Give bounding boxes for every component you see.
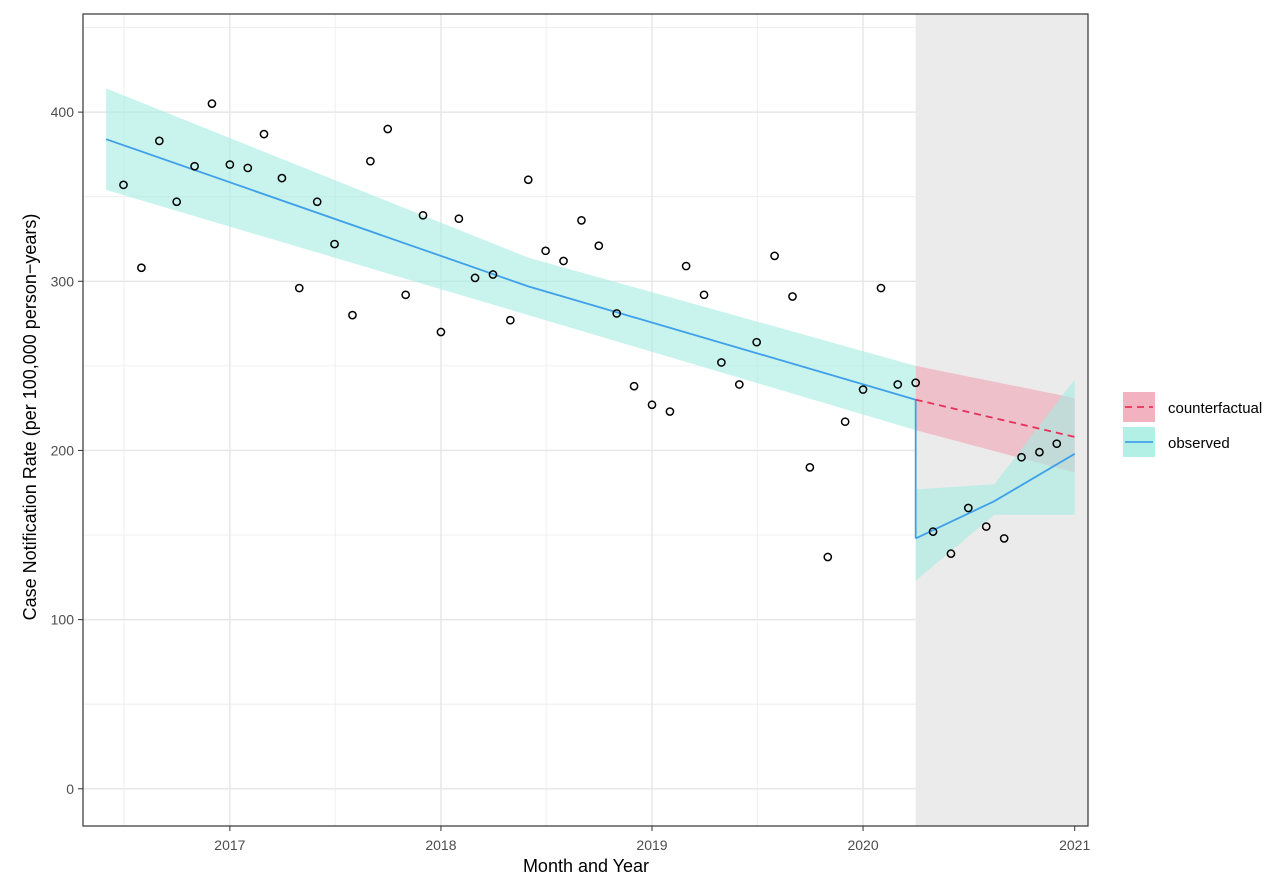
x-tick-label: 2018 <box>425 837 456 853</box>
data-point <box>963 503 973 513</box>
data-point <box>330 239 339 249</box>
data-point <box>699 290 709 300</box>
data-point <box>594 241 604 251</box>
data-point <box>629 381 639 391</box>
legend-label-counterfactual: counterfactual <box>1168 400 1262 417</box>
data-point <box>858 385 868 394</box>
data-point <box>294 283 304 293</box>
y-tick-label: 200 <box>51 442 75 458</box>
data-point <box>981 522 991 531</box>
legend-label-observed: observed <box>1168 435 1230 452</box>
trend-lines <box>105 138 1076 540</box>
data-point <box>401 290 411 300</box>
data-point <box>946 549 956 558</box>
data-point <box>366 156 375 166</box>
data-point <box>823 552 833 562</box>
y-axis-title: Case Notification Rate (per 100,000 pers… <box>20 214 40 621</box>
x-tick-label: 2021 <box>1059 837 1090 853</box>
y-tick-label: 300 <box>51 273 75 289</box>
data-point <box>911 378 921 388</box>
data-point <box>154 136 164 146</box>
observed-line-pre <box>105 138 916 401</box>
data-point <box>207 99 217 109</box>
x-tick-label: 2019 <box>636 837 667 853</box>
data-point <box>454 214 464 224</box>
data-point <box>999 534 1009 543</box>
data-point <box>470 273 480 283</box>
data-point <box>541 246 550 256</box>
legend: counterfactual observed <box>1123 392 1262 457</box>
observed-ribbon-2 <box>915 379 1075 581</box>
confidence-ribbons <box>106 88 1075 581</box>
data-point <box>277 173 287 183</box>
data-point <box>752 337 762 347</box>
y-tick-label: 100 <box>51 612 75 628</box>
data-point <box>893 380 903 389</box>
x-axis-title: Month and Year <box>523 856 649 876</box>
panel-frame <box>82 13 1089 827</box>
data-point <box>734 380 744 389</box>
data-point <box>681 261 691 271</box>
counterfactual-line <box>915 398 1075 438</box>
y-tick-label: 0 <box>66 781 74 797</box>
observed-ribbon-1 <box>106 88 916 431</box>
panel-border <box>82 13 1089 827</box>
x-tick-label: 2020 <box>847 837 878 853</box>
data-point <box>348 310 357 320</box>
axes: 0 100 200 300 400 2017 2018 2019 2020 2021 <box>51 104 1091 853</box>
data-point <box>577 216 586 225</box>
data-point <box>259 129 269 139</box>
data-point <box>488 270 498 279</box>
data-point <box>928 527 938 537</box>
data-point <box>383 124 393 134</box>
data-point <box>312 197 322 207</box>
data-point <box>665 407 675 416</box>
data-point <box>243 163 253 173</box>
data-point <box>172 197 182 207</box>
data-point <box>190 161 199 171</box>
data-point <box>505 315 515 325</box>
data-point <box>225 160 235 169</box>
data-point <box>523 175 533 185</box>
data-point <box>436 327 446 337</box>
data-point <box>788 292 797 301</box>
data-point <box>1052 439 1062 449</box>
observed-line-post <box>915 453 1076 540</box>
data-point <box>119 180 128 190</box>
data-point <box>418 210 428 220</box>
data-point <box>805 463 815 472</box>
data-point <box>647 400 657 410</box>
data-point <box>840 417 850 427</box>
data-point <box>770 251 779 261</box>
data-point <box>559 256 568 266</box>
data-point <box>876 283 886 293</box>
data-point <box>717 358 726 367</box>
y-tick-label: 400 <box>51 104 75 120</box>
data-point <box>1017 452 1026 462</box>
data-point <box>1035 447 1044 457</box>
data-point <box>137 263 146 273</box>
x-tick-label: 2017 <box>214 837 245 853</box>
data-points <box>119 99 1062 562</box>
data-point <box>612 309 622 318</box>
